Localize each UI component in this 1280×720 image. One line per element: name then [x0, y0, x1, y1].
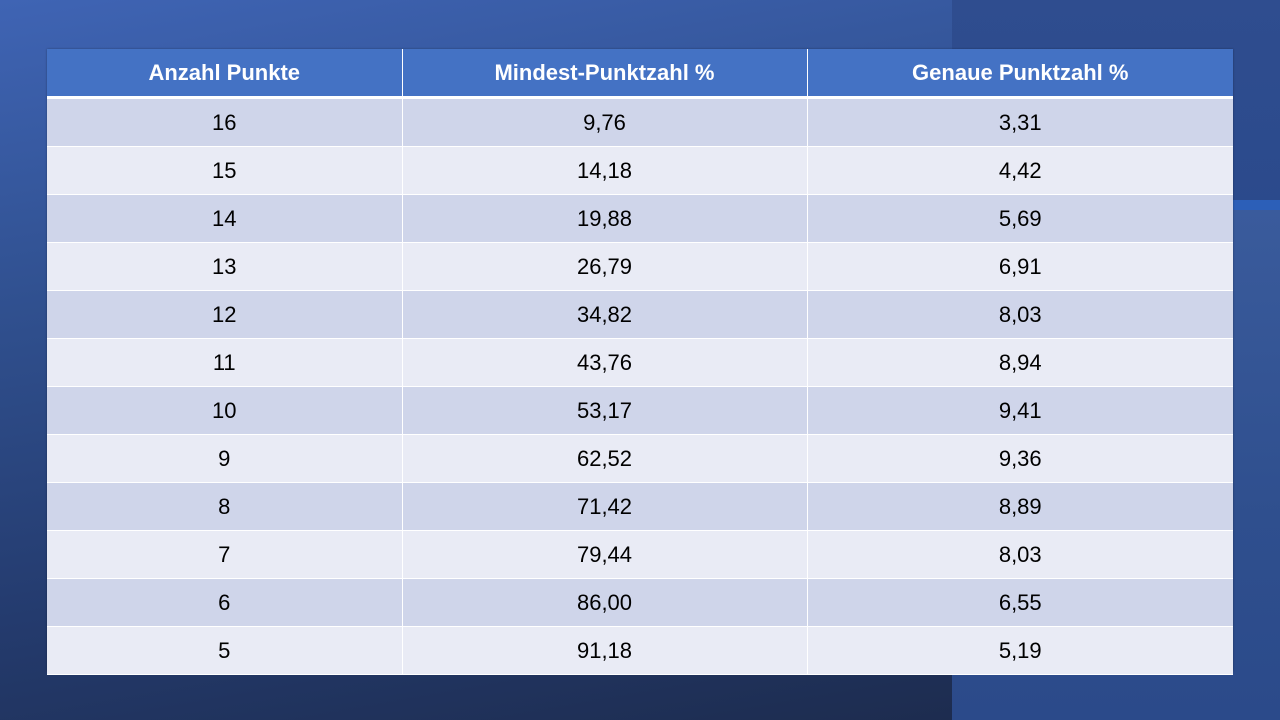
cell-genaue-punktzahl: 8,94	[807, 338, 1233, 387]
cell-genaue-punktzahl: 8,89	[807, 482, 1233, 531]
cell-genaue-punktzahl: 3,31	[807, 97, 1233, 147]
table-row: 16 9,76 3,31	[47, 97, 1233, 147]
cell-anzahl-punkte: 15	[47, 146, 403, 195]
table-row: 11 43,76 8,94	[47, 338, 1233, 387]
cell-anzahl-punkte: 13	[47, 242, 403, 291]
table-row: 6 86,00 6,55	[47, 578, 1233, 627]
cell-anzahl-punkte: 10	[47, 386, 403, 435]
cell-mindest-punktzahl: 19,88	[402, 194, 808, 243]
points-table: Anzahl Punkte Mindest-Punktzahl % Genaue…	[47, 49, 1233, 675]
cell-genaue-punktzahl: 4,42	[807, 146, 1233, 195]
cell-anzahl-punkte: 11	[47, 338, 403, 387]
cell-mindest-punktzahl: 62,52	[402, 434, 808, 483]
cell-anzahl-punkte: 14	[47, 194, 403, 243]
cell-genaue-punktzahl: 9,36	[807, 434, 1233, 483]
cell-mindest-punktzahl: 14,18	[402, 146, 808, 195]
table-row: 7 79,44 8,03	[47, 530, 1233, 579]
cell-anzahl-punkte: 5	[47, 626, 403, 675]
cell-anzahl-punkte: 12	[47, 290, 403, 339]
table-row: 10 53,17 9,41	[47, 386, 1233, 435]
cell-genaue-punktzahl: 6,91	[807, 242, 1233, 291]
cell-genaue-punktzahl: 9,41	[807, 386, 1233, 435]
cell-mindest-punktzahl: 86,00	[402, 578, 808, 627]
table-row: 13 26,79 6,91	[47, 242, 1233, 291]
table-row: 5 91,18 5,19	[47, 626, 1233, 675]
cell-genaue-punktzahl: 5,19	[807, 626, 1233, 675]
table-row: 8 71,42 8,89	[47, 482, 1233, 531]
cell-anzahl-punkte: 6	[47, 578, 403, 627]
cell-mindest-punktzahl: 26,79	[402, 242, 808, 291]
table-row: 15 14,18 4,42	[47, 146, 1233, 195]
cell-anzahl-punkte: 9	[47, 434, 403, 483]
slide-background-accent	[1232, 200, 1280, 210]
cell-genaue-punktzahl: 8,03	[807, 530, 1233, 579]
cell-anzahl-punkte: 7	[47, 530, 403, 579]
table-row: 14 19,88 5,69	[47, 194, 1233, 243]
cell-mindest-punktzahl: 9,76	[402, 97, 808, 147]
cell-mindest-punktzahl: 34,82	[402, 290, 808, 339]
cell-anzahl-punkte: 16	[47, 97, 403, 147]
cell-anzahl-punkte: 8	[47, 482, 403, 531]
table-row: 12 34,82 8,03	[47, 290, 1233, 339]
header-anzahl-punkte: Anzahl Punkte	[47, 49, 403, 99]
header-mindest-punktzahl: Mindest-Punktzahl %	[402, 49, 808, 99]
cell-mindest-punktzahl: 91,18	[402, 626, 808, 675]
cell-genaue-punktzahl: 6,55	[807, 578, 1233, 627]
table-row: 9 62,52 9,36	[47, 434, 1233, 483]
cell-genaue-punktzahl: 8,03	[807, 290, 1233, 339]
cell-genaue-punktzahl: 5,69	[807, 194, 1233, 243]
cell-mindest-punktzahl: 53,17	[402, 386, 808, 435]
table-header-row: Anzahl Punkte Mindest-Punktzahl % Genaue…	[47, 49, 1233, 99]
header-genaue-punktzahl: Genaue Punktzahl %	[807, 49, 1233, 99]
cell-mindest-punktzahl: 43,76	[402, 338, 808, 387]
cell-mindest-punktzahl: 79,44	[402, 530, 808, 579]
cell-mindest-punktzahl: 71,42	[402, 482, 808, 531]
